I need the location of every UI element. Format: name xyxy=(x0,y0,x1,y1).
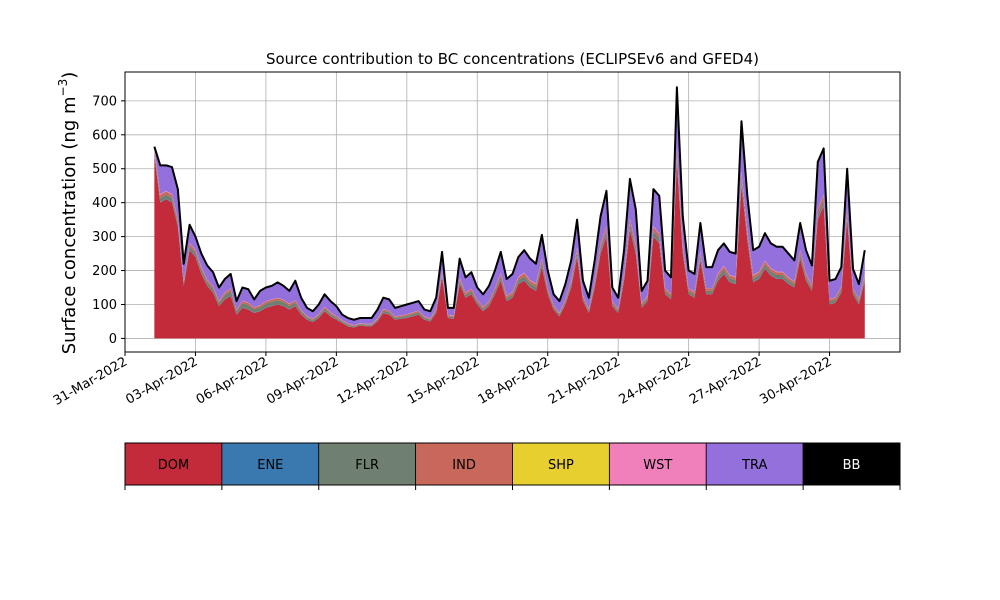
y-tick-label: 500 xyxy=(92,162,117,177)
x-tick-label: 06-Apr-2022 xyxy=(194,354,271,407)
legend: DOM ENE FLR IND SHP WST TRA BB xyxy=(124,442,901,490)
y-tick-label: 700 xyxy=(92,94,117,109)
legend-label-dom: DOM xyxy=(158,458,189,473)
x-tick-label: 09-Apr-2022 xyxy=(264,354,341,407)
x-tick-label: 21-Apr-2022 xyxy=(546,354,623,407)
legend-label-shp: SHP xyxy=(548,458,574,473)
total-line xyxy=(153,86,866,321)
x-tick-label: 24-Apr-2022 xyxy=(617,354,694,407)
x-tick-label: 12-Apr-2022 xyxy=(335,354,412,407)
y-tick-label: 600 xyxy=(92,128,117,143)
legend-label-flr: FLR xyxy=(355,458,379,473)
legend-swatch-dom xyxy=(124,442,223,486)
legend-label-tra: TRA xyxy=(741,458,767,473)
x-tick-label: 31-Mar-2022 xyxy=(51,354,130,408)
y-tick-label: 0 xyxy=(109,332,117,347)
y-axis-label-superscript: −3 xyxy=(56,79,70,97)
y-axis-label: Surface concentration (ng m−3) xyxy=(56,72,80,355)
y-tick-label: 100 xyxy=(92,298,117,313)
x-tick-label: 30-Apr-2022 xyxy=(757,354,834,407)
legend-label-wst: WST xyxy=(643,458,672,473)
area-series-flr xyxy=(154,151,865,328)
x-tick-label: 18-Apr-2022 xyxy=(476,354,553,407)
y-tick-label: 200 xyxy=(92,264,117,279)
area-series-dom xyxy=(154,155,865,339)
chart-title: Source contribution to BC concentrations… xyxy=(266,50,759,68)
y-axis-label-main: Surface concentration (ng m xyxy=(59,96,80,354)
legend-swatch-flr xyxy=(318,442,417,486)
legend-label-ene: ENE xyxy=(257,458,283,473)
x-tick-label: 15-Apr-2022 xyxy=(405,354,482,407)
legend-label-bb: BB xyxy=(843,458,861,473)
x-tick-label: 27-Apr-2022 xyxy=(687,354,764,407)
legend-swatch-bb xyxy=(802,442,901,486)
legend-swatch-shp xyxy=(512,442,610,486)
legend-label-ind: IND xyxy=(452,458,476,473)
legend-swatch-ind xyxy=(415,442,513,486)
legend-swatch-ene xyxy=(221,442,320,486)
y-tick-label: 300 xyxy=(92,230,117,245)
x-tick-label: 03-Apr-2022 xyxy=(123,354,200,407)
plot-area: 0 100 200 300 400 500 600 700 31-Mar-202203-Apr-… xyxy=(51,71,901,409)
axes-frame xyxy=(124,71,901,353)
y-axis-label-close: ) xyxy=(59,72,80,79)
y-tick-label: 400 xyxy=(92,196,117,211)
